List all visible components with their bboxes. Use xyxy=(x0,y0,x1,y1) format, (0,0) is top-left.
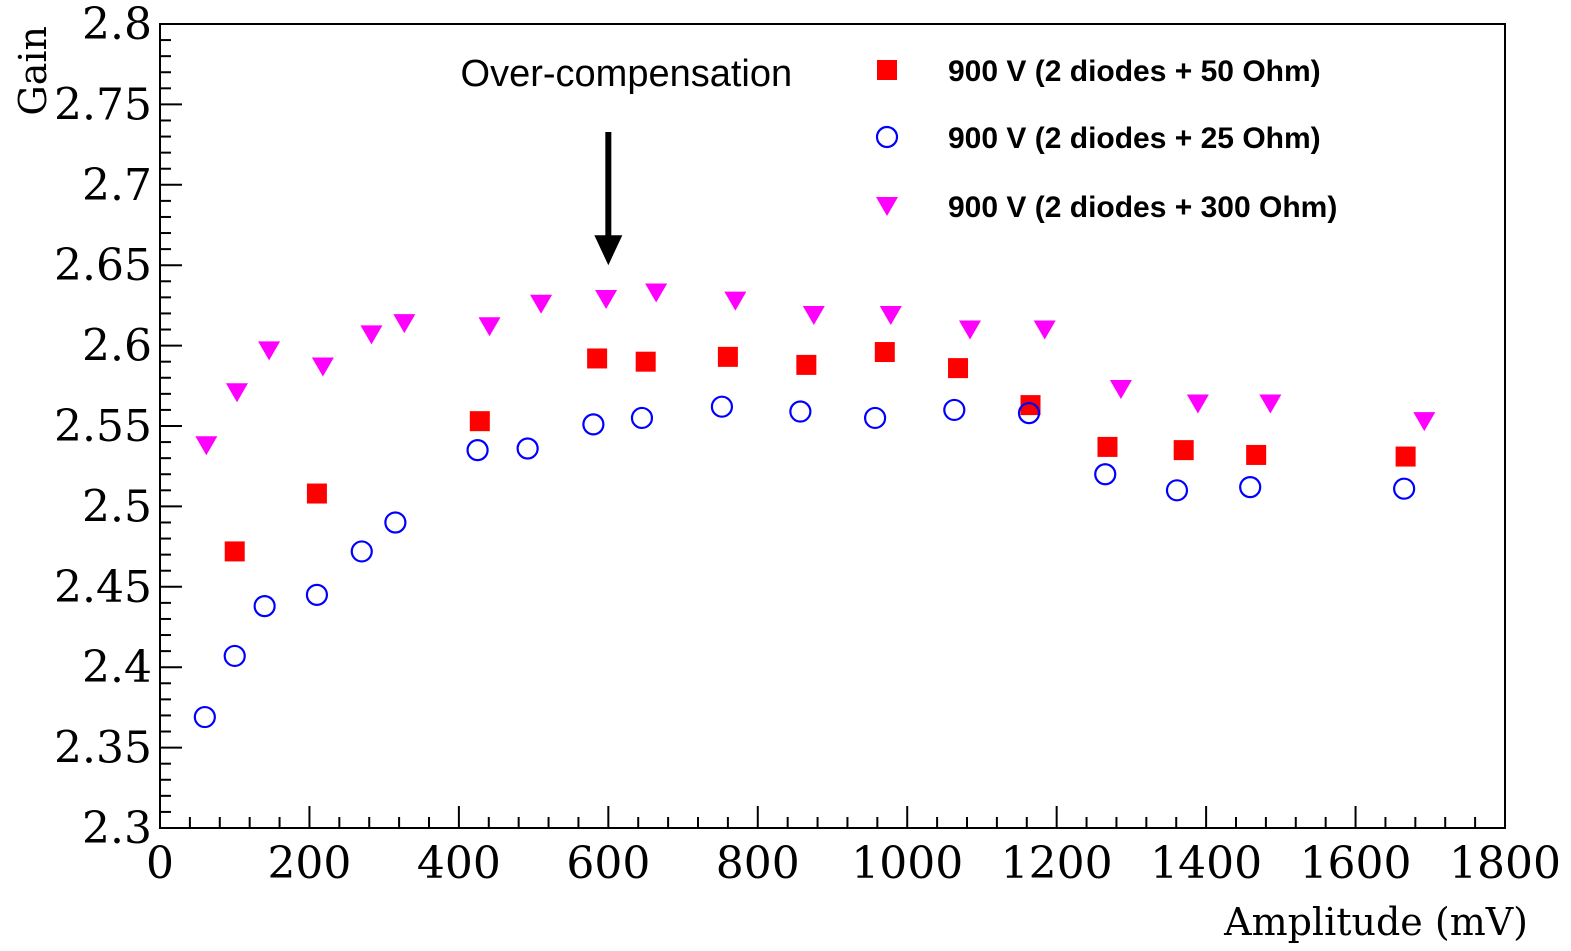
y-tick-label: 2.6 xyxy=(82,321,152,372)
data-point-series-2 xyxy=(253,594,276,618)
data-point-series-3 xyxy=(958,320,981,340)
data-point-series-2 xyxy=(1165,479,1189,502)
data-point-series-2 xyxy=(789,400,812,423)
data-point-series-2 xyxy=(863,406,887,430)
data-point-series-1 xyxy=(1246,444,1267,465)
data-point-series-1 xyxy=(717,346,738,367)
y-tick-label: 2.35 xyxy=(54,723,152,774)
x-tick-label: 1200 xyxy=(1001,838,1113,889)
data-point-series-2 xyxy=(384,511,407,534)
data-point-series-1 xyxy=(948,358,969,379)
data-point-series-1 xyxy=(874,342,895,363)
data-point-series-2 xyxy=(630,406,654,430)
x-tick-label: 800 xyxy=(716,838,800,889)
data-point-series-3 xyxy=(195,436,218,456)
x-tick-label: 0 xyxy=(146,838,174,889)
legend-label-2: 900 V (2 diodes + 25 Ohm) xyxy=(948,122,1321,155)
x-axis-title: Amplitude (mV) xyxy=(1223,900,1528,944)
x-tick-label: 1400 xyxy=(1150,838,1262,889)
y-tick-label: 2.8 xyxy=(82,0,152,50)
x-tick-label: 1000 xyxy=(851,838,963,889)
data-point-series-3 xyxy=(530,294,553,314)
y-tick-label: 2.75 xyxy=(54,79,152,130)
data-point-series-3 xyxy=(595,289,618,309)
data-markers xyxy=(193,283,1436,729)
data-point-series-2 xyxy=(350,540,373,563)
x-tick-label: 400 xyxy=(417,838,501,889)
data-point-series-1 xyxy=(1020,395,1041,416)
data-point-series-2 xyxy=(193,705,216,729)
data-point-series-3 xyxy=(879,306,902,326)
data-point-series-3 xyxy=(393,314,416,334)
y-tick-label: 2.65 xyxy=(54,240,152,291)
legend-label-1: 900 V (2 diodes + 50 Ohm) xyxy=(948,55,1321,88)
y-tick-label: 2.3 xyxy=(82,803,152,854)
data-point-series-1 xyxy=(796,354,817,375)
data-point-series-2 xyxy=(223,644,246,668)
data-point-series-3 xyxy=(802,306,825,326)
annotation-label: Over-compensation xyxy=(461,53,793,95)
data-point-series-3 xyxy=(1186,394,1209,414)
x-tick-label: 1800 xyxy=(1449,838,1561,889)
y-tick-label: 2.4 xyxy=(82,642,152,693)
legend: 900 V (2 diodes + 50 Ohm) 900 V (2 diodes… xyxy=(875,55,1337,224)
y-tick-label: 2.7 xyxy=(82,160,152,211)
data-point-series-3 xyxy=(1033,320,1056,340)
data-point-series-3 xyxy=(724,291,747,311)
data-point-series-3 xyxy=(258,341,281,361)
data-point-series-1 xyxy=(224,541,245,562)
legend-marker-3 xyxy=(876,197,898,216)
legend-marker-1 xyxy=(877,60,897,80)
axis-ticks xyxy=(159,23,1506,829)
annotation: Over-compensation xyxy=(461,53,793,266)
data-point-series-3 xyxy=(1413,412,1436,432)
axis-tick-labels: 0 200 400 600 800 1000 1200 1400 1600 1800 2.3 2.35… xyxy=(54,0,1561,889)
data-point-series-1 xyxy=(587,348,608,369)
x-tick-label: 200 xyxy=(267,838,351,889)
data-point-series-2 xyxy=(516,437,539,460)
data-point-series-2 xyxy=(1094,463,1117,486)
data-point-series-1 xyxy=(1097,436,1118,457)
data-point-series-2 xyxy=(1393,477,1416,500)
data-point-series-3 xyxy=(1259,394,1282,414)
data-point-series-1 xyxy=(306,483,327,504)
data-point-series-1 xyxy=(635,351,656,372)
data-point-series-2 xyxy=(466,439,489,462)
data-point-series-3 xyxy=(478,317,501,337)
data-point-series-2 xyxy=(582,413,605,436)
data-point-series-3 xyxy=(645,283,668,303)
x-tick-label: 600 xyxy=(566,838,650,889)
y-tick-label: 2.5 xyxy=(82,481,152,532)
data-point-series-1 xyxy=(469,411,490,432)
data-point-series-2 xyxy=(943,398,966,422)
annotation-arrow-head xyxy=(594,235,623,266)
y-tick-label: 2.45 xyxy=(54,562,152,613)
legend-marker-2 xyxy=(875,125,899,149)
data-point-series-1 xyxy=(1173,440,1194,461)
data-point-series-3 xyxy=(1109,380,1132,400)
y-axis-title: Gain xyxy=(11,26,55,116)
data-point-series-3 xyxy=(360,325,383,345)
data-point-series-2 xyxy=(1239,476,1262,499)
data-point-series-2 xyxy=(305,583,329,606)
data-point-series-2 xyxy=(1017,402,1041,425)
data-point-series-3 xyxy=(311,357,334,377)
x-tick-label: 1600 xyxy=(1300,838,1412,889)
data-point-series-2 xyxy=(710,395,734,418)
annotation-arrow-icon xyxy=(594,132,623,266)
legend-label-3: 900 V (2 diodes + 300 Ohm) xyxy=(948,191,1337,224)
data-point-series-3 xyxy=(225,383,248,403)
data-point-series-1 xyxy=(1395,446,1416,467)
y-tick-label: 2.55 xyxy=(54,401,152,452)
